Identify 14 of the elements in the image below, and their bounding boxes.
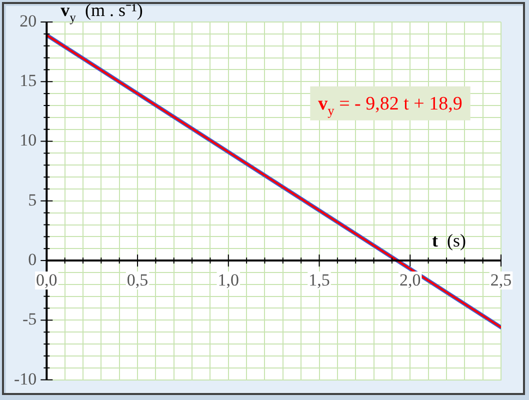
x-tick-label: 2,5 <box>490 270 512 290</box>
y-tick-label: 0 <box>28 250 37 269</box>
y-tick-label: 15 <box>20 71 37 90</box>
x-axis-title: t (s) <box>432 230 466 251</box>
x-tick-label: 0,0 <box>36 270 58 290</box>
y-tick-label: 10 <box>20 130 37 150</box>
y-tick-label: 20 <box>20 11 37 30</box>
y-tick-label: -10 <box>14 369 37 388</box>
x-tick-label: 2,0 <box>400 270 421 290</box>
y-tick-label: 5 <box>28 190 37 210</box>
x-tick-label: 1,5 <box>308 270 330 290</box>
y-tick-label: -5 <box>22 310 37 329</box>
x-tick-label: 0,5 <box>126 270 148 290</box>
x-tick-label: 1,0 <box>218 270 240 290</box>
